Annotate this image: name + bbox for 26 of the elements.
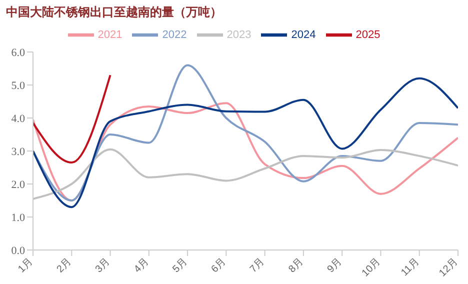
y-tick-label: 6.0 (11, 46, 26, 59)
legend-label: 2024 (291, 28, 316, 41)
x-tick-label: 2月 (54, 256, 74, 276)
x-tick-label: 10月 (360, 256, 383, 280)
x-tick-label: 6月 (210, 256, 228, 276)
line-series (33, 102, 458, 202)
y-tick-label: 2.0 (11, 178, 26, 191)
x-tick-label: 1月 (16, 256, 36, 276)
legend-label: 2023 (226, 28, 252, 41)
legend-label: 2021 (98, 28, 122, 41)
x-tick-label: 3月 (94, 256, 112, 276)
y-tick-label: 1.0 (11, 212, 26, 224)
x-tick-label: 5月 (170, 256, 190, 276)
y-tick-label: 5.0 (11, 80, 26, 92)
y-tick-label: 4.0 (11, 112, 26, 125)
legend-label: 2022 (162, 28, 187, 41)
chart-title: 中国大陆不锈钢出口至越南的量（万吨） (6, 4, 222, 21)
x-tick-label: 8月 (286, 256, 306, 276)
x-tick-label: 11月 (399, 256, 422, 279)
x-tick-label: 7月 (248, 256, 267, 276)
legend-label: 2025 (356, 28, 380, 41)
x-tick-label: 12月 (437, 256, 460, 280)
y-tick-label: 3.0 (11, 146, 26, 158)
y-tick-label: 0.0 (11, 244, 26, 257)
x-tick-label: 9月 (325, 256, 344, 276)
x-tick-label: 4月 (132, 256, 152, 276)
